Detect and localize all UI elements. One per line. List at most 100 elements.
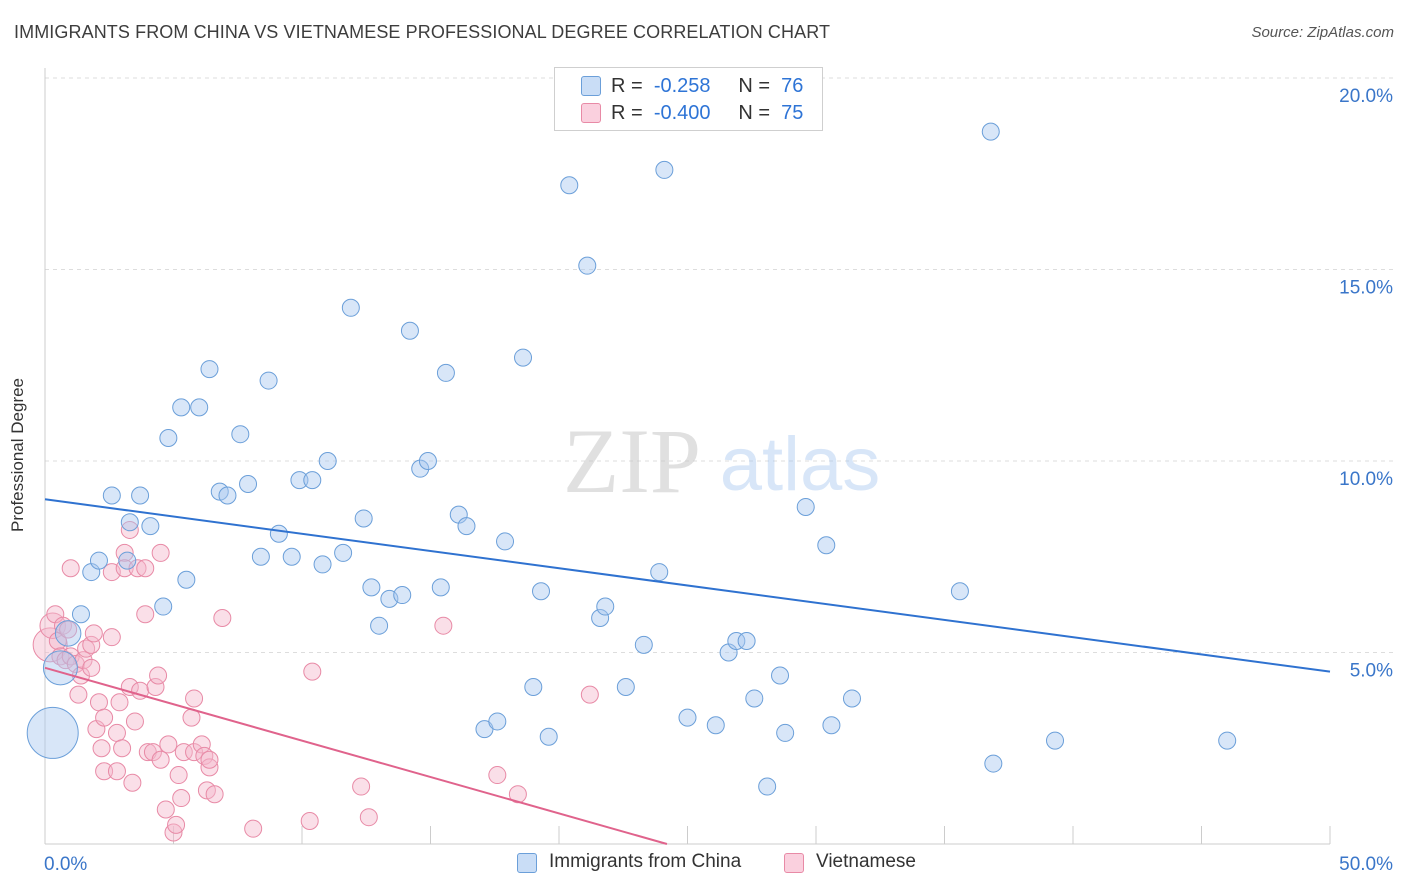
china-point xyxy=(706,716,725,735)
chart-title: IMMIGRANTS FROM CHINA VS VIETNAMESE PROF… xyxy=(14,22,831,42)
legend-swatch-viet xyxy=(581,103,601,123)
vietnamese-point xyxy=(172,789,191,808)
china-point xyxy=(120,513,139,532)
legend-n-label-china: N = xyxy=(738,75,771,97)
china-point xyxy=(102,486,121,505)
bottom-swatch-viet xyxy=(784,853,804,873)
vietnamese-points xyxy=(32,520,599,842)
china-point xyxy=(362,578,381,597)
china-point xyxy=(200,360,219,379)
china-point xyxy=(650,563,669,582)
china-point xyxy=(393,586,412,605)
legend-r-value-china: -0.258 xyxy=(653,75,711,97)
watermark: ZIP atlas xyxy=(563,410,880,512)
china-point xyxy=(259,371,278,390)
grid-lines xyxy=(45,77,1395,653)
legend-n-label-viet: N = xyxy=(738,102,771,124)
china-point xyxy=(514,348,533,367)
china-point xyxy=(496,532,515,551)
legend-n-value-viet: 75 xyxy=(781,102,804,124)
china-point xyxy=(457,517,476,536)
china-point xyxy=(71,605,90,624)
vietnamese-point xyxy=(84,624,103,643)
china-point xyxy=(1218,731,1237,750)
vietnamese-point xyxy=(69,685,88,704)
y-axis-title: Professional Degree xyxy=(8,377,27,533)
china-point xyxy=(655,160,674,179)
bottom-label-china: Immigrants from China xyxy=(549,851,742,872)
vietnamese-point xyxy=(61,559,80,578)
legend-r-label-china: R = xyxy=(611,75,643,97)
y-tick-label: 10.0% xyxy=(1339,469,1393,490)
vietnamese-point xyxy=(89,693,108,712)
vietnamese-point xyxy=(110,693,129,712)
vietnamese-point xyxy=(156,800,175,819)
china-point xyxy=(560,176,579,195)
vietnamese-point xyxy=(95,708,114,727)
vietnamese-point xyxy=(200,758,219,777)
vietnamese-point xyxy=(205,785,224,804)
vietnamese-point xyxy=(244,819,263,838)
vietnamese-point xyxy=(125,712,144,731)
china-point xyxy=(842,689,861,708)
legend-r-value-viet: -0.400 xyxy=(653,102,711,124)
vietnamese-point xyxy=(136,559,155,578)
china-point xyxy=(370,616,389,635)
vietnamese-point xyxy=(151,750,170,769)
vietnamese-point xyxy=(136,605,155,624)
china-point xyxy=(981,122,1000,141)
china-point xyxy=(411,459,430,478)
china-points xyxy=(26,111,1237,796)
china-point xyxy=(26,706,79,759)
vietnamese-point xyxy=(488,766,507,785)
vietnamese-point xyxy=(82,635,101,654)
vietnamese-point xyxy=(185,689,204,708)
china-trend-line xyxy=(44,498,1331,673)
china-point xyxy=(1046,731,1065,750)
vietnamese-point xyxy=(92,739,111,758)
china-point xyxy=(54,620,82,647)
vietnamese-point xyxy=(434,616,453,635)
watermark-atlas: atlas xyxy=(720,422,881,507)
china-point xyxy=(436,363,455,382)
china-point xyxy=(303,471,322,490)
vietnamese-point xyxy=(107,723,126,742)
china-point xyxy=(822,716,841,735)
x-tick-label-max: 50.0% xyxy=(1339,854,1393,875)
china-point xyxy=(141,517,160,536)
vietnamese-point xyxy=(167,815,186,834)
vietnamese-point xyxy=(200,750,219,769)
y-tick-label: 15.0% xyxy=(1339,278,1393,299)
china-point xyxy=(727,632,746,651)
vietnamese-trend-line xyxy=(44,666,668,845)
watermark-zip: ZIP xyxy=(563,410,701,512)
china-point xyxy=(634,635,653,654)
vietnamese-point xyxy=(580,685,599,704)
china-point xyxy=(190,398,209,417)
china-point xyxy=(678,708,697,727)
china-point xyxy=(231,425,250,444)
china-point xyxy=(431,578,450,597)
china-point xyxy=(596,597,615,616)
vietnamese-point xyxy=(120,520,139,539)
vietnamese-point xyxy=(82,658,101,677)
china-point xyxy=(532,582,551,601)
china-point xyxy=(282,547,301,566)
china-point xyxy=(341,298,360,317)
china-point xyxy=(771,666,790,685)
china-point xyxy=(269,524,288,543)
x-tick-label-min: 0.0% xyxy=(44,854,87,875)
legend-text-viet: R = -0.400 N = 75 xyxy=(611,102,803,125)
vietnamese-point xyxy=(95,762,114,781)
legend-n-value-china: 76 xyxy=(781,75,804,97)
china-point xyxy=(984,754,1003,773)
vietnamese-point xyxy=(143,743,162,762)
x-tick-labels: 0.0% 50.0% xyxy=(44,854,1393,875)
trend-lines xyxy=(44,498,1331,845)
vietnamese-point xyxy=(107,762,126,781)
y-tick-labels: 5.0% 10.0% 15.0% 20.0% xyxy=(1339,86,1393,682)
vietnamese-point xyxy=(123,773,142,792)
bottom-swatch-china xyxy=(517,853,537,873)
vietnamese-point xyxy=(102,628,121,647)
